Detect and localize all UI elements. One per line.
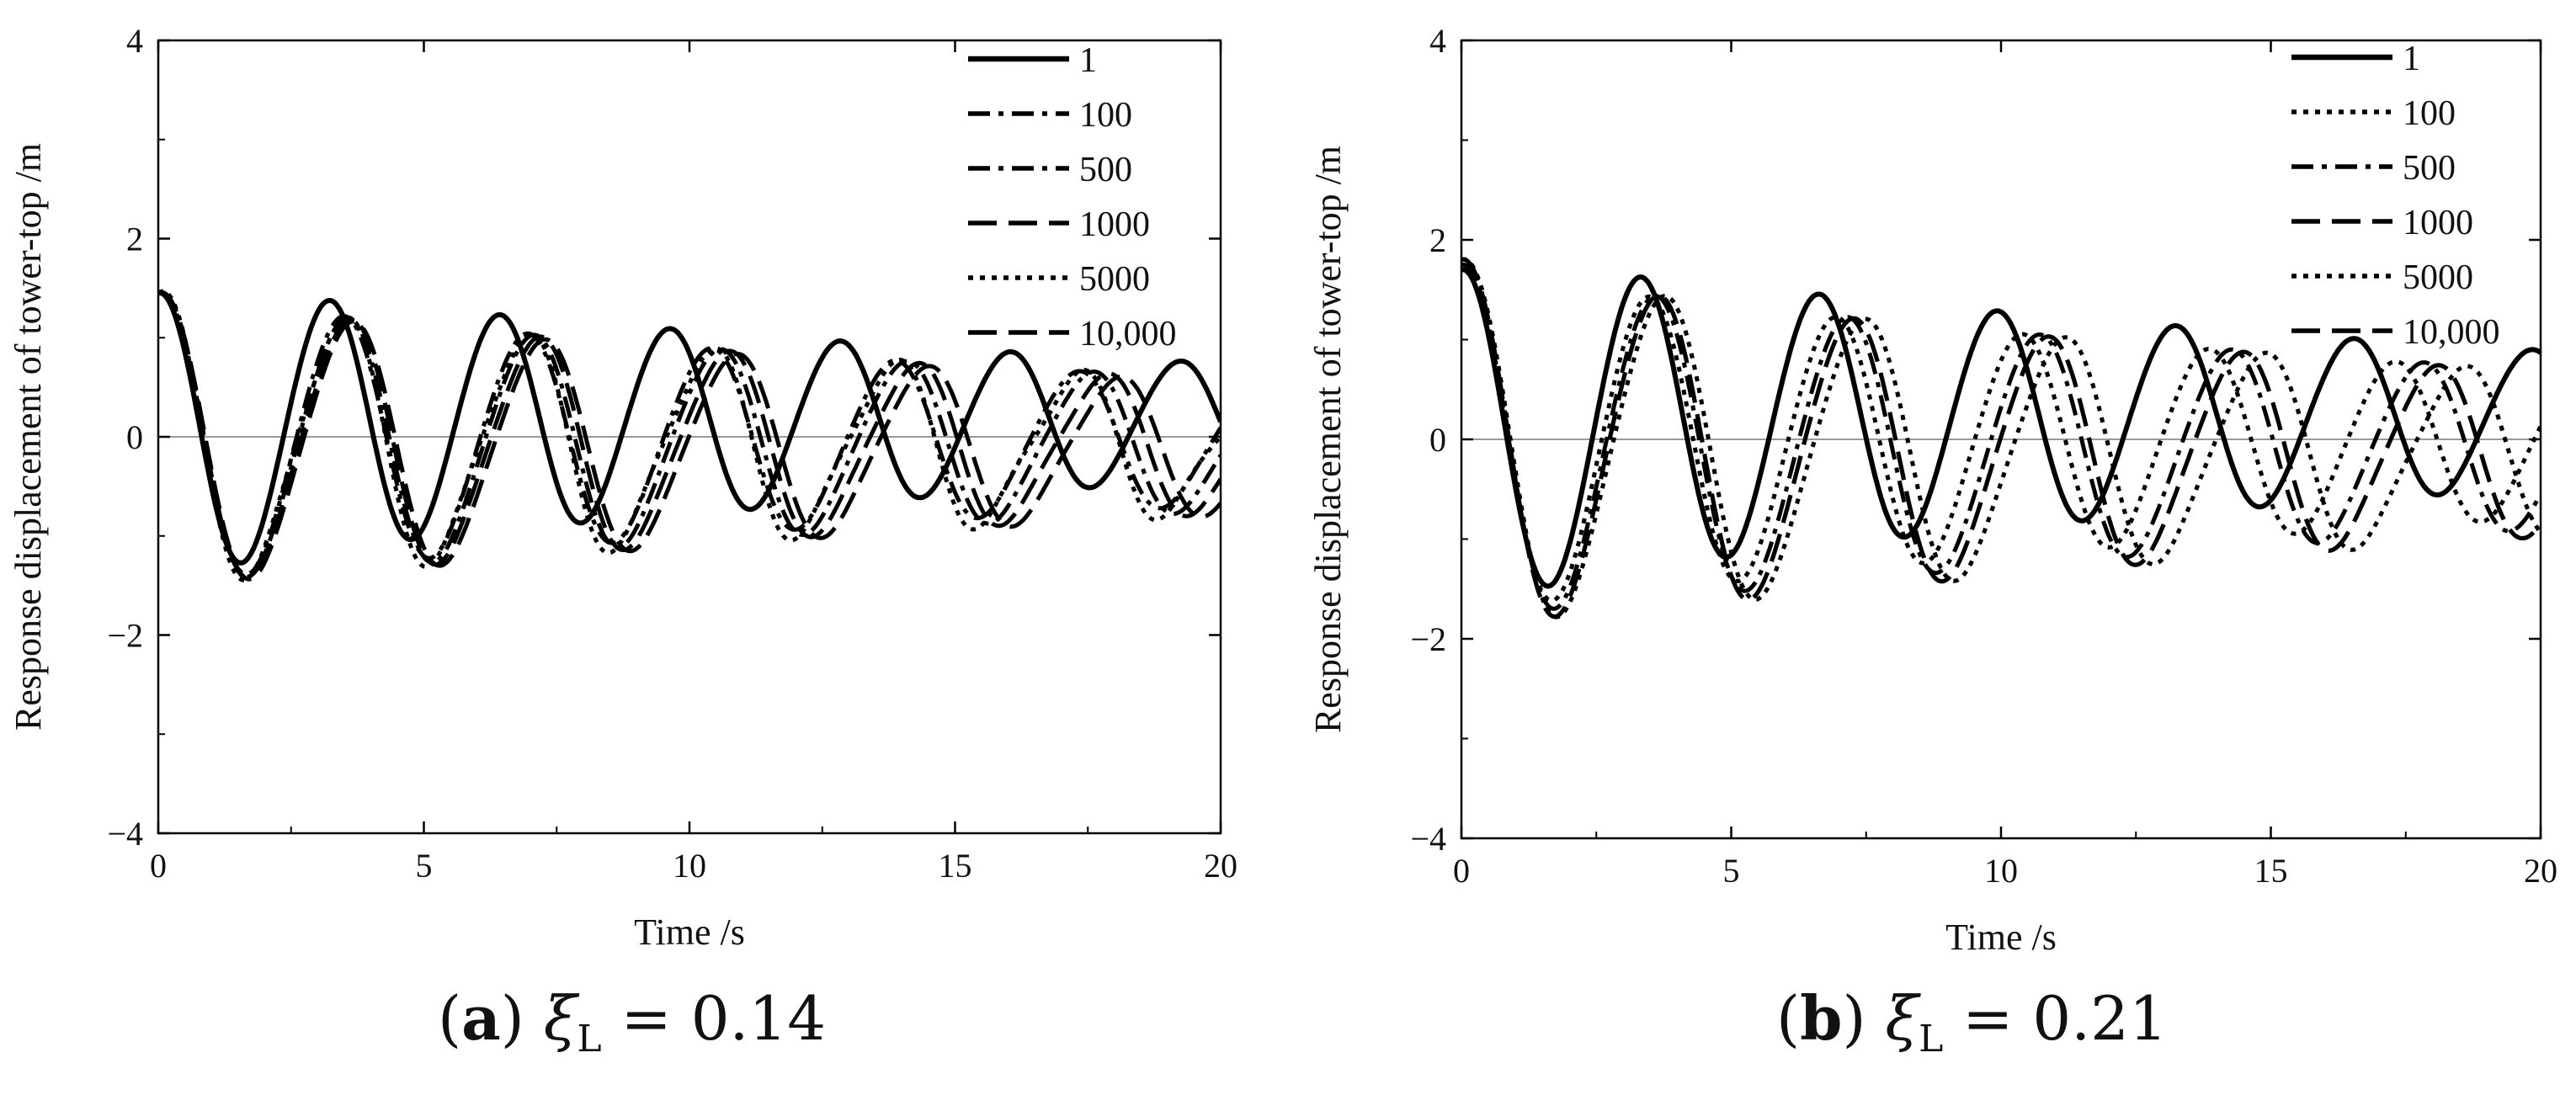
- series-group: [1461, 257, 2541, 619]
- caption-symbol: ξ: [544, 983, 580, 1054]
- series-line-1000: [158, 290, 1221, 581]
- series-line-1: [158, 290, 1221, 566]
- x-tick-label: 5: [1723, 852, 1740, 890]
- legend-label: 10,000: [1079, 315, 1177, 354]
- series-line-100: [1461, 268, 2541, 603]
- y-tick-label: 2: [126, 221, 143, 258]
- legend-label: 100: [1079, 96, 1132, 135]
- y-axis-label: Response displacement of tower-top /m: [1307, 146, 1349, 733]
- x-tick-label: 15: [2254, 852, 2288, 890]
- x-tick-label: 0: [1453, 852, 1470, 890]
- y-tick-label: −2: [107, 617, 143, 655]
- caption-symbol: ξ: [1885, 983, 1921, 1054]
- legend-label: 100: [2403, 94, 2456, 133]
- x-axis-label: Time /s: [1945, 917, 2057, 958]
- y-tick-label: 4: [126, 22, 143, 60]
- caption-letter: a: [461, 982, 501, 1054]
- legend-label: 1: [1079, 41, 1097, 80]
- series-line-500: [1461, 262, 2541, 611]
- legend-label: 500: [1079, 151, 1132, 189]
- series-line-10000: [1461, 257, 2541, 619]
- caption-letter: b: [1800, 982, 1842, 1054]
- x-tick-label: 10: [1984, 852, 2018, 890]
- caption-subscript: L: [577, 1018, 601, 1060]
- x-tick-label: 5: [416, 847, 433, 885]
- y-tick-label: 0: [126, 418, 143, 456]
- panel-caption: (a) ξL = 0.14: [438, 982, 826, 1060]
- series-line-100: [158, 290, 1221, 577]
- x-tick-label: 0: [150, 847, 167, 885]
- caption-value: = 0.14: [602, 983, 826, 1054]
- legend-label: 500: [2403, 149, 2456, 188]
- x-tick-label: 20: [1204, 847, 1237, 885]
- caption-paren-open: (: [1776, 983, 1800, 1054]
- y-tick-label: 2: [1429, 221, 1446, 259]
- y-tick-label: −4: [1410, 820, 1446, 858]
- legend-label: 1: [2403, 40, 2420, 78]
- caption-paren-open: (: [438, 983, 461, 1054]
- series-group: [158, 289, 1221, 582]
- series-line-5000: [1461, 257, 2541, 619]
- legend-label: 5000: [2403, 258, 2473, 297]
- y-tick-label: 0: [1429, 421, 1446, 459]
- y-tick-label: −4: [107, 815, 143, 853]
- x-tick-label: 10: [673, 847, 706, 885]
- series-line-1: [1461, 267, 2541, 589]
- caption-paren-close: ): [501, 983, 544, 1054]
- x-tick-label: 15: [939, 847, 972, 885]
- y-axis-label: Response displacement of tower-top /m: [8, 143, 49, 731]
- legend-label: 5000: [1079, 260, 1150, 299]
- y-tick-label: 4: [1429, 22, 1446, 60]
- x-axis-label: Time /s: [634, 912, 745, 953]
- legend-label: 1000: [2403, 204, 2473, 242]
- panel-caption: (b) ξL = 0.21: [1776, 982, 2168, 1060]
- series-line-5000: [158, 289, 1221, 582]
- x-tick-label: 20: [2524, 852, 2557, 890]
- series-line-10000: [158, 290, 1221, 582]
- caption-paren-close: ): [1842, 983, 1885, 1054]
- legend-label: 1000: [1079, 205, 1150, 244]
- caption-subscript: L: [1919, 1018, 1943, 1060]
- y-tick-label: −2: [1410, 620, 1446, 658]
- legend-label: 10,000: [2403, 313, 2500, 352]
- caption-value: = 0.21: [1943, 983, 2167, 1054]
